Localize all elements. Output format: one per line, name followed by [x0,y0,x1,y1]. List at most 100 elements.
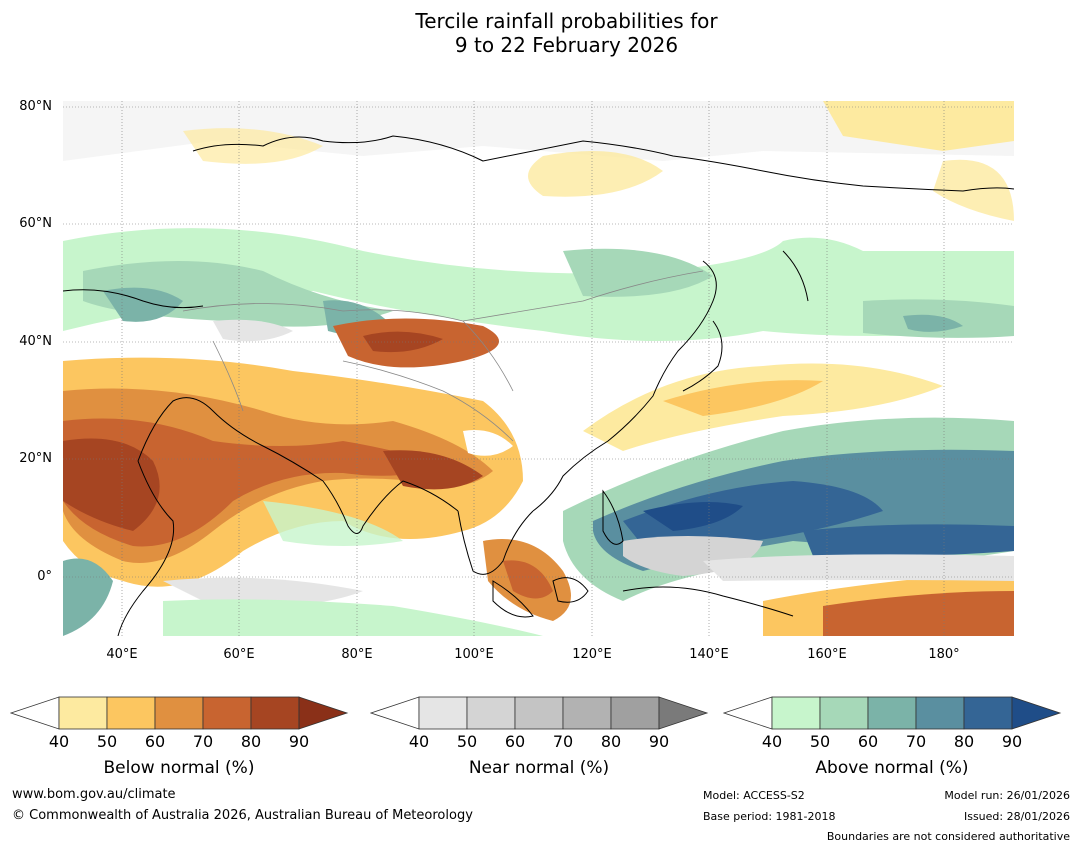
below-tick-50: 50 [96,732,118,751]
near-tick-90: 90 [648,732,670,751]
below-normal-upper-arrow [298,696,349,730]
below-normal-swatch-70-80 [202,696,252,730]
arabia-below-normal-strong [63,418,443,547]
below-normal-swatch-60-70 [154,696,204,730]
website-link[interactable]: www.bom.gov.au/climate [12,787,176,802]
siberia-below-normal-patch [528,151,663,197]
caspian-above-normal-patch [103,287,183,322]
below-normal-swatch-40-50 [58,696,108,730]
coastlines [63,135,1014,636]
above-normal-swatch-60-70 [867,696,917,730]
above-tick-60: 60 [857,732,879,751]
chart-title: Tercile rainfall probabilities for 9 to … [0,9,1081,57]
below-tick-70: 70 [192,732,214,751]
black-caspian-coastline [63,289,204,309]
rainfall-probability-map [63,101,1014,636]
above-normal-swatch-70-80 [915,696,965,730]
near-normal-swatch-50-60 [466,696,516,730]
lon-label-60e: 60°E [223,647,255,662]
borneo-coastline [552,577,589,603]
near-normal-swatch-60-70 [514,696,564,730]
north-russia-below-normal-patch [183,128,323,164]
mongolia-above-normal-patch [563,248,713,297]
japan-coastline [682,320,723,392]
above-tick-50: 50 [809,732,831,751]
lat-label-80n: 80°N [19,99,52,114]
country-boundaries [182,270,704,442]
issued-label: Issued: 28/01/2026 [963,810,1070,823]
new-guinea-coastline [622,586,794,617]
lon-label-160e: 160°E [807,647,847,662]
south-indian-ocean-above-normal-patch [163,599,543,636]
above-normal-upper-arrow [1011,696,1062,730]
east-asia-coastline [532,260,717,512]
equatorial-near-normal-band [703,554,1014,581]
lon-label-100e: 100°E [454,647,494,662]
title-line-2: 9 to 22 February 2026 [454,33,679,57]
below-normal-lower-arrow [10,696,60,730]
sumatra-coastline [492,580,534,618]
indochina-coastline [457,510,534,575]
near-tick-40: 40 [408,732,430,751]
india-coastline [322,480,459,534]
lon-label-120e: 120°E [572,647,612,662]
title-line-1: Tercile rainfall probabilities for [415,9,718,33]
below-tick-40: 40 [48,732,70,751]
near-normal-swatch-40-50 [418,696,468,730]
arctic-below-normal-patch [823,101,1014,151]
lat-label-60n: 60°N [19,216,52,231]
lon-label-180: 180° [928,647,960,662]
east-asia-below-normal-core [663,380,823,416]
boundary-china-west [462,320,514,392]
below-tick-90: 90 [288,732,310,751]
map-canvas [63,101,1014,636]
philippines-above-normal-core [643,502,743,531]
near-tick-80: 80 [600,732,622,751]
africa-coastline [117,460,175,636]
arabian-sea-above-normal-patch [263,501,403,546]
near-normal-swatch-70-80 [562,696,612,730]
lat-label-20n: 20°N [19,451,52,466]
above-tick-80: 80 [953,732,975,751]
near-tick-60: 60 [504,732,526,751]
above-tick-70: 70 [905,732,927,751]
east-africa-below-normal-strongest [63,438,160,531]
boundary-iran-iraq [212,340,244,412]
arctic-coastline [192,135,1014,192]
lon-label-80e: 80°E [341,647,373,662]
east-asia-below-normal-band [583,363,943,451]
below-tick-60: 60 [144,732,166,751]
south-pacific-below-normal-core [823,591,1014,636]
above-normal-colorbar [723,696,1062,730]
above-normal-swatch-40-50 [771,696,821,730]
above-tick-40: 40 [761,732,783,751]
philippines-coastline [602,489,624,545]
philippines-above-normal-strong [623,481,883,548]
base-period-label: Base period: 1981-2018 [703,810,836,823]
lat-label-40n: 40°N [19,334,52,349]
above-normal-swatch-50-60 [819,696,869,730]
probability-shading [63,101,1014,636]
disclaimer-text: Boundaries are not considered authoritat… [826,830,1070,843]
graticule [63,101,1014,636]
above-normal-legend-title: Above normal (%) [815,758,969,778]
north-pacific-above-normal-core [903,314,963,332]
copyright-text: © Commonwealth of Australia 2026, Austra… [12,808,473,823]
boundary-himalaya [342,360,514,442]
below-normal-legend-title: Below normal (%) [103,758,255,778]
iran-near-normal-patch [213,319,293,342]
below-normal-swatch-50-60 [106,696,156,730]
central-pacific-above-normal-strong [803,524,1014,557]
near-normal-legend-title: Near normal (%) [468,758,610,778]
lat-label-equator: 0° [37,569,52,584]
lon-label-140e: 140°E [689,647,729,662]
east-africa-above-normal-patch [63,558,113,636]
tibet-below-normal-core [363,331,443,353]
below-normal-colorbar [10,696,349,730]
near-tick-70: 70 [552,732,574,751]
model-label: Model: ACCESS-S2 [703,789,805,802]
boundary-russia-south [182,270,704,322]
below-tick-80: 80 [240,732,262,751]
above-normal-swatch-80-90 [963,696,1013,730]
near-normal-colorbar [370,696,709,730]
